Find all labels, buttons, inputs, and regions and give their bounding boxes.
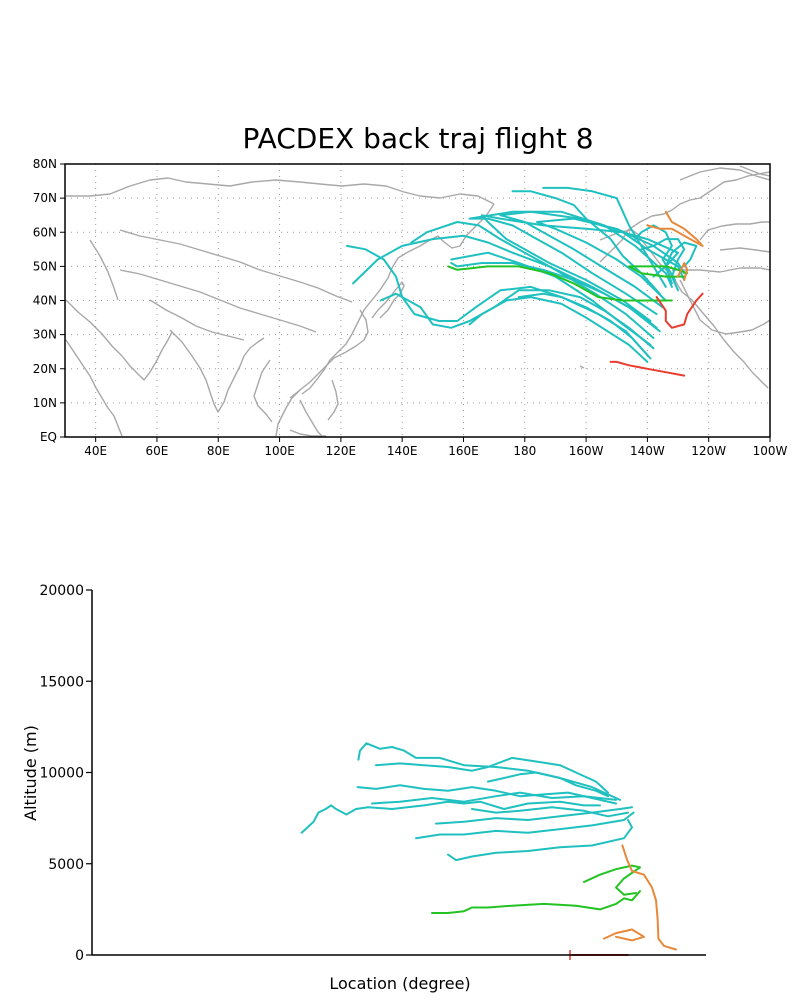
altitude-trajectory-cyan-1 — [357, 742, 621, 801]
map-x-tick-label: 140W — [630, 444, 665, 458]
map-y-tick-label: EQ — [40, 430, 57, 444]
map-x-tick-label: 100W — [753, 444, 788, 458]
map-y-tick-label: 80N — [33, 157, 57, 171]
map-trajectory-orange-19 — [646, 210, 704, 247]
map-trajectories — [346, 186, 704, 377]
altitude-trajectory-cyan-0 — [300, 800, 601, 834]
altitude-y-tick-label: 10000 — [39, 766, 84, 782]
map-trajectory-cyan-7 — [346, 244, 649, 357]
map-trajectory-cyan-10 — [517, 292, 652, 360]
map-trajectory-cyan-15 — [634, 224, 676, 281]
altitude-trajectory-cyan-7 — [435, 806, 633, 825]
map-y-tick-label: 60N — [33, 225, 57, 239]
altitude-trajectory-orange-13 — [603, 928, 645, 942]
map-x-tick-label: 120E — [326, 444, 357, 458]
altitude-y-ticks: 0 5000 10000 15000 20000 — [39, 583, 92, 964]
altitude-trajectory-green-10 — [431, 890, 641, 914]
map-trajectory-cyan-16 — [640, 238, 686, 292]
altitude-trajectory-cyan-4 — [371, 791, 617, 805]
map-x-tick-label: 160W — [569, 444, 604, 458]
altitude-y-tick-label: 0 — [75, 948, 84, 964]
map-x-tick-label: 120W — [691, 444, 726, 458]
map-trajectory-cyan-6 — [536, 217, 686, 302]
map-x-ticks: 40E 60E 80E 100E 120E 140E 160E 180 160W 140W 120W… — [84, 437, 788, 458]
map-trajectory-cyan-4 — [468, 210, 673, 316]
altitude-trajectory-cyan-5 — [447, 819, 633, 862]
altitude-trajectory-cyan-8 — [487, 771, 609, 798]
altitude-trajectory-cyan-3 — [356, 784, 617, 805]
altitude-y-tick-label: 20000 — [39, 583, 84, 599]
map-x-tick-label: 100E — [264, 444, 295, 458]
map-y-tick-label: 40N — [33, 294, 57, 308]
map-trajectory-red-22 — [609, 360, 686, 377]
map-x-tick-label: 160E — [448, 444, 479, 458]
map-trajectory-green-17 — [447, 265, 673, 302]
map-y-tick-label: 30N — [33, 328, 57, 342]
altitude-y-tick-label: 5000 — [48, 857, 84, 873]
altitude-y-label: Altitude (m) — [21, 725, 40, 821]
altitude-trajectory-orange-12 — [621, 844, 677, 951]
map-trajectory-cyan-11 — [450, 262, 658, 329]
map-trajectory-cyan-9 — [468, 296, 649, 363]
map-x-tick-label: 80E — [207, 444, 230, 458]
map-title: PACDEX back traj flight 8 — [242, 122, 593, 155]
altitude-axes — [91, 590, 706, 956]
map-y-tick-label: 50N — [33, 259, 57, 273]
map-trajectory-orange-20 — [677, 262, 689, 281]
altitude-x-label: Location (degree) — [329, 974, 470, 993]
altitude-y-tick-label: 15000 — [39, 674, 84, 690]
map-y-tick-label: 10N — [33, 396, 57, 410]
map-y-ticks: EQ 10N 20N 30N 40N 50N 60N 70N 80N — [33, 157, 65, 444]
map-x-tick-label: 40E — [84, 444, 107, 458]
map-trajectory-cyan-12 — [511, 190, 661, 295]
map-trajectory-cyan-3 — [480, 214, 679, 322]
altitude-trajectory-cyan-2 — [375, 756, 609, 794]
map-trajectory-cyan-1 — [410, 221, 655, 339]
altitude-trajectories — [300, 742, 677, 960]
map-trajectory-red-21 — [655, 292, 704, 329]
map-x-tick-label: 140E — [387, 444, 418, 458]
map-y-tick-label: 20N — [33, 362, 57, 376]
map-trajectory-cyan-13 — [542, 186, 667, 288]
altitude-trajectory-green-11 — [583, 864, 641, 896]
map-y-tick-label: 70N — [33, 191, 57, 205]
map-trajectory-green-18 — [628, 265, 689, 278]
altitude-trajectory-cyan-9 — [471, 806, 629, 818]
map-trajectory-cyan-5 — [499, 210, 686, 309]
coastlines — [65, 165, 771, 437]
map-x-tick-label: 60E — [146, 444, 169, 458]
map-x-tick-label: 180 — [513, 444, 536, 458]
altitude-trajectory-cyan-6 — [415, 811, 635, 840]
